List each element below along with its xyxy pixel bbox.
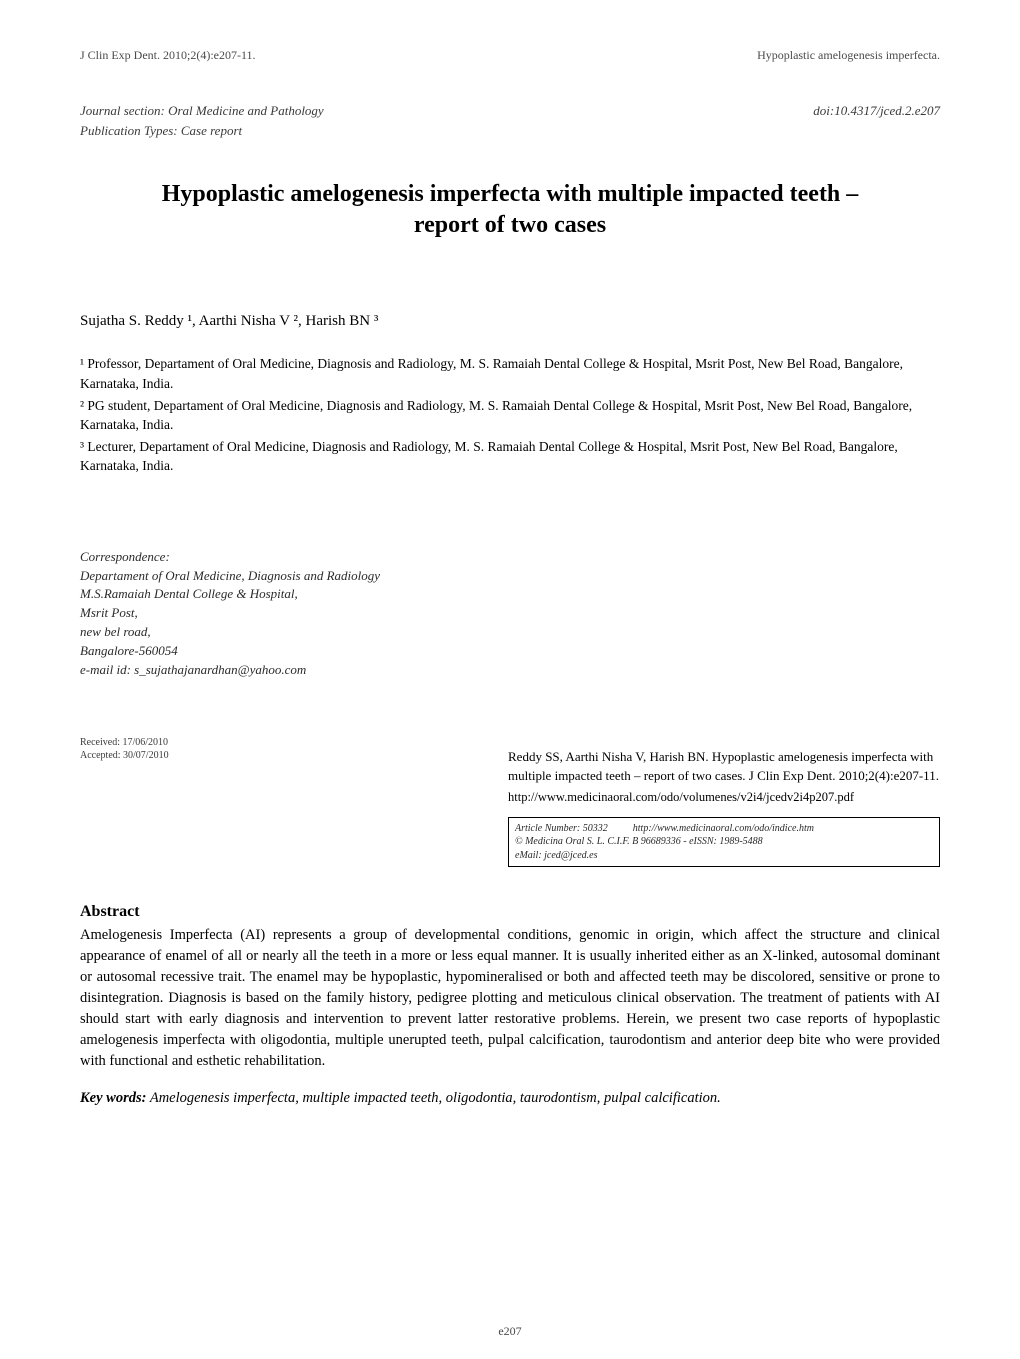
page-number: e207 xyxy=(498,1324,521,1339)
running-header: J Clin Exp Dent. 2010;2(4):e207-11. Hypo… xyxy=(80,48,940,63)
keywords-text: Amelogenesis imperfecta, multiple impact… xyxy=(146,1090,720,1106)
doi: doi:10.4317/jced.2.e207 xyxy=(813,103,940,139)
affiliations: ¹ Professor, Departament of Oral Medicin… xyxy=(80,354,940,475)
article-info-box: Article Number: 50332 http://www.medicin… xyxy=(508,817,940,868)
citation-link[interactable]: http://www.medicinaoral.com/odo/volumene… xyxy=(508,789,940,807)
affiliation-1: ¹ Professor, Departament of Oral Medicin… xyxy=(80,354,940,393)
meta-block: Journal section: Oral Medicine and Patho… xyxy=(80,103,940,139)
correspondence-line: new bel road, xyxy=(80,623,940,642)
infobox-line-1: Article Number: 50332 http://www.medicin… xyxy=(515,822,933,836)
abstract-heading: Abstract xyxy=(80,903,940,921)
accepted-date: Accepted: 30/07/2010 xyxy=(80,749,460,762)
infobox-line-3: eMail: jced@jced.es xyxy=(515,849,933,863)
correspondence-line: Msrit Post, xyxy=(80,604,940,623)
infobox-line-2: © Medicina Oral S. L. C.I.F. B 96689336 … xyxy=(515,835,933,849)
title-line-1: Hypoplastic amelogenesis imperfecta with… xyxy=(80,179,940,210)
keywords-label: Key words: xyxy=(80,1090,146,1106)
header-left: J Clin Exp Dent. 2010;2(4):e207-11. xyxy=(80,48,256,63)
received-date: Received: 17/06/2010 xyxy=(80,736,460,749)
abstract-body: Amelogenesis Imperfecta (AI) represents … xyxy=(80,925,940,1072)
correspondence-line: Departament of Oral Medicine, Diagnosis … xyxy=(80,567,940,586)
dates: Received: 17/06/2010 Accepted: 30/07/201… xyxy=(80,736,460,762)
article-title: Hypoplastic amelogenesis imperfecta with… xyxy=(80,179,940,241)
title-line-2: report of two cases xyxy=(80,210,940,241)
affiliation-2: ² PG student, Departament of Oral Medici… xyxy=(80,396,940,435)
correspondence-line: M.S.Ramaiah Dental College & Hospital, xyxy=(80,585,940,604)
correspondence-heading: Correspondence: xyxy=(80,548,940,567)
correspondence-line: Bangalore-560054 xyxy=(80,642,940,661)
dates-citation-row: Received: 17/06/2010 Accepted: 30/07/201… xyxy=(80,736,940,868)
affiliation-3: ³ Lecturer, Departament of Oral Medicine… xyxy=(80,437,940,476)
correspondence-email: e-mail id: s_sujathajanardhan@yahoo.com xyxy=(80,661,940,680)
keywords: Key words: Amelogenesis imperfecta, mult… xyxy=(80,1090,940,1107)
journal-section: Journal section: Oral Medicine and Patho… xyxy=(80,103,324,119)
authors: Sujatha S. Reddy ¹, Aarthi Nisha V ², Ha… xyxy=(80,313,940,330)
correspondence: Correspondence: Departament of Oral Medi… xyxy=(80,548,940,680)
publication-types: Publication Types: Case report xyxy=(80,123,324,139)
header-right: Hypoplastic amelogenesis imperfecta. xyxy=(757,48,940,63)
citation-text: Reddy SS, Aarthi Nisha V, Harish BN. Hyp… xyxy=(508,748,940,786)
